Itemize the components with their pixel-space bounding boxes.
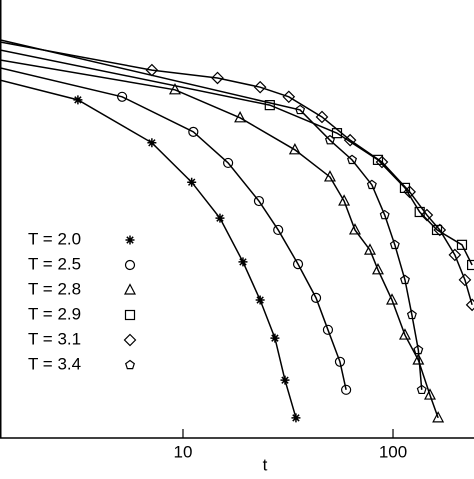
- marker: [458, 273, 472, 287]
- marker: [234, 111, 247, 123]
- marker: [323, 170, 336, 182]
- marker: [465, 298, 474, 312]
- marker: [324, 134, 335, 145]
- marker: [389, 239, 400, 250]
- marker: [416, 384, 427, 395]
- marker: [420, 208, 434, 222]
- marker: [424, 388, 436, 400]
- marker: [322, 324, 334, 335]
- legend-label: T = 2.5: [28, 254, 81, 273]
- x-axis-label: t: [263, 455, 268, 474]
- marker: [406, 309, 417, 320]
- marker: [348, 223, 361, 235]
- marker: [338, 194, 351, 206]
- legend-marker: [124, 259, 136, 271]
- marker: [413, 344, 424, 355]
- legend-label: T = 3.1: [28, 329, 81, 348]
- marker: [273, 224, 284, 236]
- series-line: [0, 67, 347, 390]
- marker: [448, 248, 462, 262]
- marker: [412, 353, 425, 365]
- marker: [211, 71, 224, 85]
- marker: [366, 179, 377, 190]
- legend-label: T = 2.9: [28, 304, 81, 323]
- marker: [117, 91, 128, 102]
- marker: [334, 356, 346, 367]
- x-tick-label: 100: [379, 442, 407, 461]
- marker: [398, 328, 411, 340]
- marker: [282, 90, 296, 104]
- marker: [168, 83, 181, 95]
- marker: [223, 157, 234, 169]
- marker: [364, 243, 376, 255]
- marker: [270, 333, 280, 343]
- marker: [73, 95, 83, 105]
- marker: [379, 209, 390, 220]
- series-line: [0, 41, 473, 306]
- x-tick-label: 10: [174, 442, 193, 461]
- series-line: [0, 59, 439, 419]
- marker: [147, 138, 157, 148]
- marker: [253, 80, 267, 94]
- marker: [238, 257, 248, 267]
- legend-marker: [125, 359, 135, 370]
- marker: [188, 126, 199, 137]
- marker: [253, 195, 265, 207]
- marker: [341, 384, 352, 395]
- marker: [292, 259, 304, 270]
- marker: [431, 224, 443, 236]
- series-line: [0, 79, 297, 419]
- marker: [215, 213, 225, 223]
- legend-label: T = 2.8: [28, 279, 81, 298]
- marker: [280, 375, 290, 385]
- marker: [315, 110, 329, 124]
- marker: [264, 100, 275, 111]
- legend-marker: [124, 309, 136, 321]
- legend-marker: [123, 333, 137, 347]
- legend-label: T = 3.4: [28, 354, 81, 373]
- marker: [371, 263, 384, 275]
- marker: [291, 413, 301, 423]
- legend-marker: [125, 235, 135, 245]
- marker: [295, 104, 306, 115]
- legend-label: T = 2.0: [28, 229, 81, 248]
- marker: [386, 293, 398, 305]
- marker: [347, 154, 358, 165]
- marker: [187, 177, 197, 187]
- marker: [288, 143, 301, 155]
- marker: [310, 292, 322, 303]
- marker: [432, 411, 445, 423]
- marker: [255, 295, 265, 305]
- marker: [399, 274, 410, 285]
- marker: [343, 133, 357, 147]
- marker: [433, 223, 447, 237]
- marker: [403, 185, 416, 199]
- marker: [467, 259, 474, 271]
- marker: [375, 155, 389, 169]
- legend-marker: [124, 283, 136, 295]
- series-line: [0, 39, 423, 390]
- marker: [456, 239, 468, 250]
- plot-area: [0, 39, 474, 423]
